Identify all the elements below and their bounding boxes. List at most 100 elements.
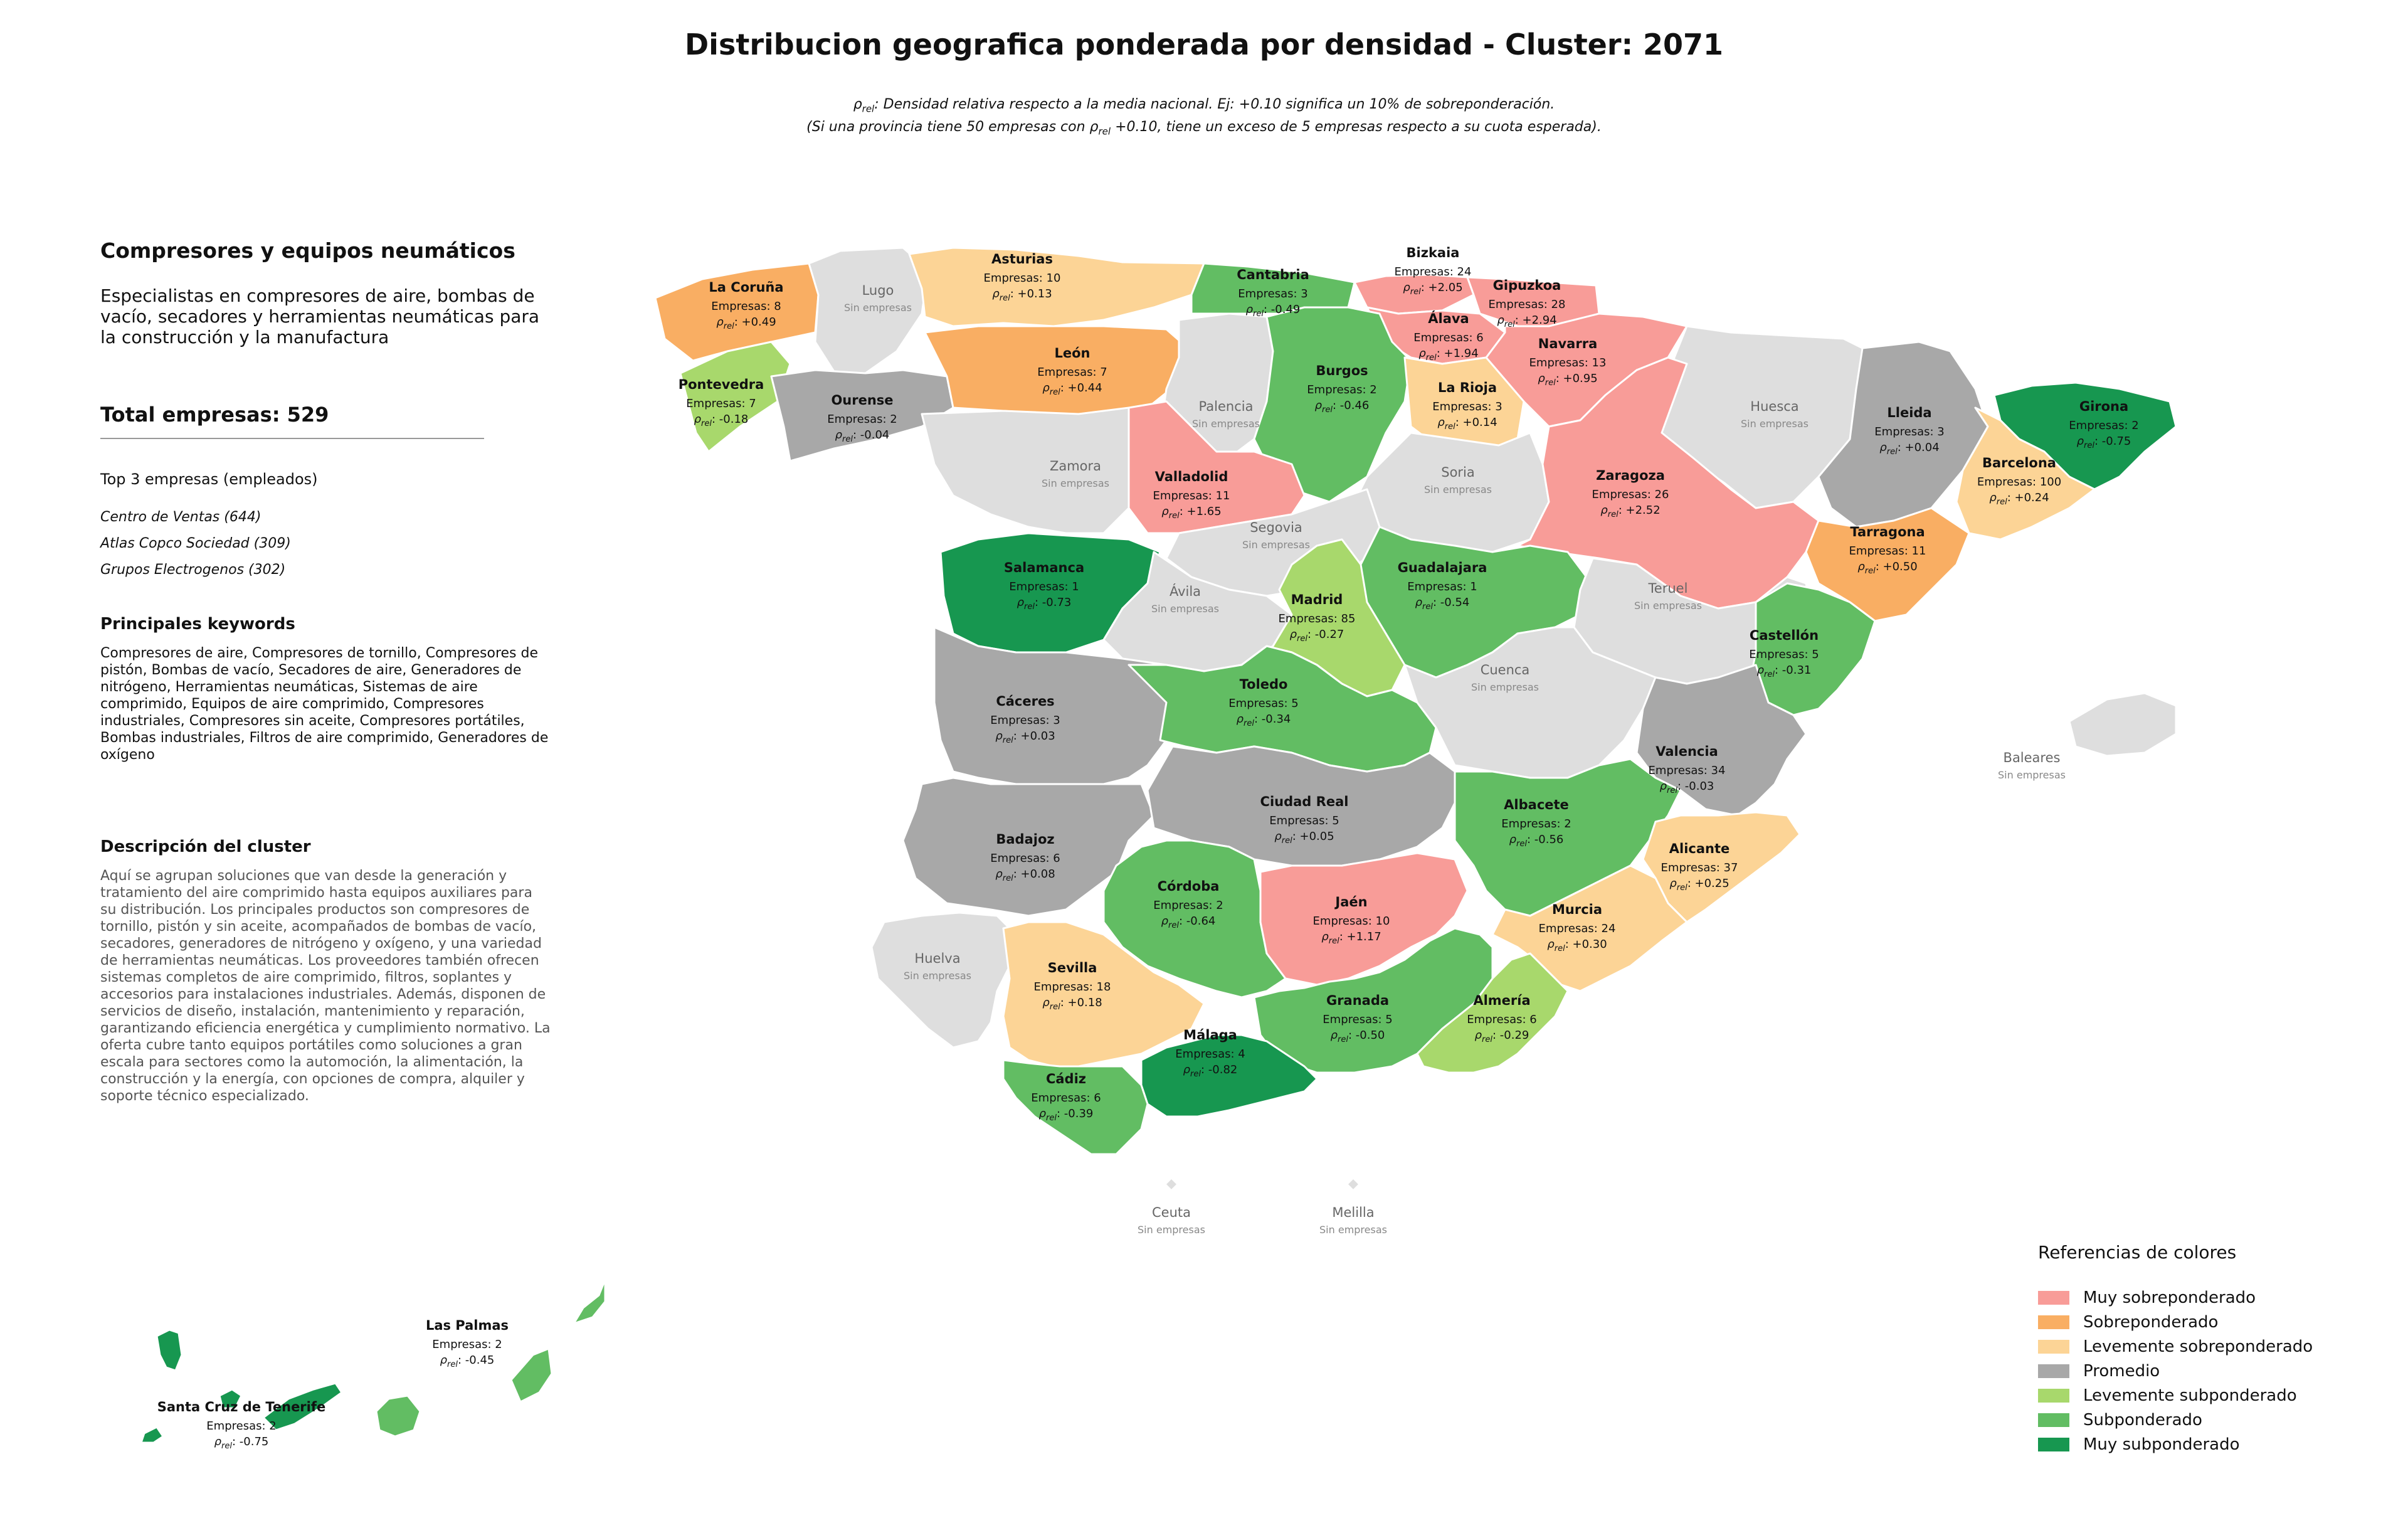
- province-companies-label: Empresas: 2: [206, 1419, 276, 1433]
- province-companies-label: Empresas: 5: [1228, 697, 1298, 710]
- province-name-label: Burgos: [1316, 363, 1368, 378]
- province-name-label: Barcelona: [1982, 455, 2056, 470]
- province-companies-label: Empresas: 34: [1649, 764, 1726, 777]
- province-rho-label: ρrel: -0.49: [1246, 303, 1301, 319]
- province-ceuta: [1164, 1177, 1179, 1192]
- top-company-item: Centro de Ventas (644): [100, 509, 261, 525]
- province-zamora: [921, 406, 1149, 534]
- province-name-label: Granada: [1326, 993, 1389, 1008]
- province-name-label: Cuenca: [1481, 662, 1530, 677]
- province-name-label: Pontevedra: [679, 377, 764, 392]
- province-rho-label: ρrel: +0.49: [716, 316, 776, 331]
- total-companies: Total empresas: 529: [100, 403, 329, 427]
- map-subtitle: ρrel: Densidad relativa respecto a la me…: [0, 95, 2408, 141]
- province-rho-label: ρrel: +0.24: [1989, 491, 2049, 507]
- province-no-companies-label: Sin empresas: [904, 970, 971, 982]
- legend-label: Sobreponderado: [2083, 1312, 2219, 1332]
- province-name-label: Cantabria: [1237, 267, 1309, 282]
- province-granada: [1253, 927, 1494, 1074]
- province-no-companies-label: Sin empresas: [1138, 1224, 1205, 1236]
- province-companies-label: Empresas: 7: [686, 397, 756, 410]
- province-rho-label: ρrel: +1.94: [1418, 347, 1478, 363]
- top-companies-title: Top 3 empresas (empleados): [100, 470, 318, 488]
- province-name-label: Gipuzkoa: [1493, 278, 1561, 293]
- legend-item: Promedio: [2038, 1359, 2313, 1383]
- province-name-label: La Rioja: [1438, 380, 1497, 395]
- top-company-item: Atlas Copco Sociedad (309): [100, 536, 291, 551]
- province-rho-label: ρrel: +0.50: [1857, 560, 1917, 576]
- province-name-label: Alicante: [1669, 841, 1730, 856]
- province-companies-label: Empresas: 1: [1009, 580, 1079, 593]
- province-rho-label: ρrel: -0.18: [694, 413, 749, 428]
- province-rho-label: ρrel: -0.03: [1660, 780, 1714, 795]
- province-name-label: Ávila: [1170, 583, 1201, 599]
- keywords-title: Principales keywords: [100, 615, 295, 634]
- province-burgos: [1253, 306, 1412, 503]
- province-name-label: Lugo: [862, 283, 894, 298]
- province-name-label: Madrid: [1291, 592, 1343, 607]
- province-rho-label: ρrel: +0.14: [1437, 416, 1497, 432]
- legend-label: Promedio: [2083, 1361, 2160, 1381]
- province-santa-cruz-de-tenerife: [262, 1382, 343, 1431]
- province-companies-label: Empresas: 18: [1034, 980, 1111, 994]
- province-las-palmas: [510, 1347, 553, 1403]
- province-name-label: Soria: [1441, 465, 1475, 480]
- province-rho-label: ρrel: -0.29: [1475, 1029, 1529, 1044]
- province-rho-label: ρrel: +0.18: [1042, 996, 1102, 1012]
- province-melilla: [1346, 1177, 1361, 1192]
- province-rho-label: ρrel: -0.54: [1415, 596, 1470, 612]
- province-companies-label: Empresas: 3: [1432, 400, 1502, 413]
- province-name-label: Guadalajara: [1398, 560, 1487, 575]
- province-no-companies-label: Sin empresas: [844, 302, 912, 314]
- legend-title: Referencias de colores: [2038, 1242, 2237, 1263]
- province-name-label: Cádiz: [1046, 1071, 1086, 1086]
- cluster-short-description: Especialistas en compresores de aire, bo…: [100, 285, 540, 348]
- province-name-label: Málaga: [1183, 1027, 1237, 1043]
- province-no-companies-label: Sin empresas: [1471, 681, 1539, 693]
- province-rho-label: ρrel: +0.05: [1274, 830, 1334, 846]
- province-rho-label: ρrel: -0.27: [1290, 628, 1344, 644]
- legend-item: Muy sobreponderado: [2038, 1285, 2313, 1310]
- province-companies-label: Empresas: 6: [990, 852, 1060, 865]
- province-rho-label: ρrel: -0.64: [1161, 915, 1216, 930]
- province-no-companies-label: Sin empresas: [1319, 1224, 1387, 1236]
- province-rho-label: ρrel: -0.34: [1237, 713, 1291, 728]
- legend-swatch: [2038, 1315, 2069, 1329]
- province-companies-label: Empresas: 6: [1413, 331, 1483, 344]
- province-rho-label: ρrel: +0.03: [995, 730, 1055, 745]
- legend-swatch: [2038, 1339, 2069, 1354]
- province-santa-cruz-de-tenerife: [140, 1426, 164, 1444]
- province-companies-label: Empresas: 3: [1874, 425, 1944, 438]
- province-name-label: Palencia: [1199, 399, 1254, 414]
- province-rho-label: ρrel: +0.25: [1669, 877, 1729, 893]
- province-name-label: Cáceres: [996, 694, 1054, 709]
- province-name-label: Almería: [1473, 993, 1530, 1008]
- province-sevilla: [1002, 921, 1205, 1068]
- province-rho-label: ρrel: -0.46: [1315, 399, 1370, 415]
- divider: [100, 438, 484, 439]
- province-caceres: [933, 626, 1193, 785]
- map-title: Distribucion geografica ponderada por de…: [685, 28, 1723, 61]
- province-rho-label: ρrel: -0.45: [440, 1354, 495, 1369]
- province-companies-label: Empresas: 5: [1323, 1013, 1392, 1026]
- legend-item: Subponderado: [2038, 1408, 2313, 1432]
- province-companies-label: Empresas: 2: [432, 1338, 502, 1351]
- province-name-label: Álava: [1428, 310, 1469, 326]
- province-name-label: Toledo: [1240, 677, 1288, 692]
- province-companies-label: Empresas: 6: [1031, 1091, 1101, 1105]
- province-companies-label: Empresas: 2: [2069, 419, 2138, 432]
- province-name-label: Bizkaia: [1407, 245, 1460, 260]
- province-tarragona: [1805, 507, 1970, 622]
- province-no-companies-label: Sin empresas: [1634, 600, 1702, 612]
- province-companies-label: Empresas: 2: [1153, 899, 1223, 912]
- province-companies-label: Empresas: 26: [1592, 488, 1669, 501]
- province-almeria: [1416, 952, 1569, 1074]
- province-rho-label: ρrel: +2.94: [1497, 314, 1556, 329]
- province-companies-label: Empresas: 24: [1539, 922, 1616, 935]
- province-companies-label: Empresas: 85: [1279, 612, 1356, 625]
- province-name-label: Zamora: [1050, 459, 1101, 474]
- province-rho-label: ρrel: -0.39: [1039, 1107, 1094, 1123]
- province-las-palmas: [573, 1278, 606, 1325]
- province-name-label: Zaragoza: [1596, 468, 1665, 483]
